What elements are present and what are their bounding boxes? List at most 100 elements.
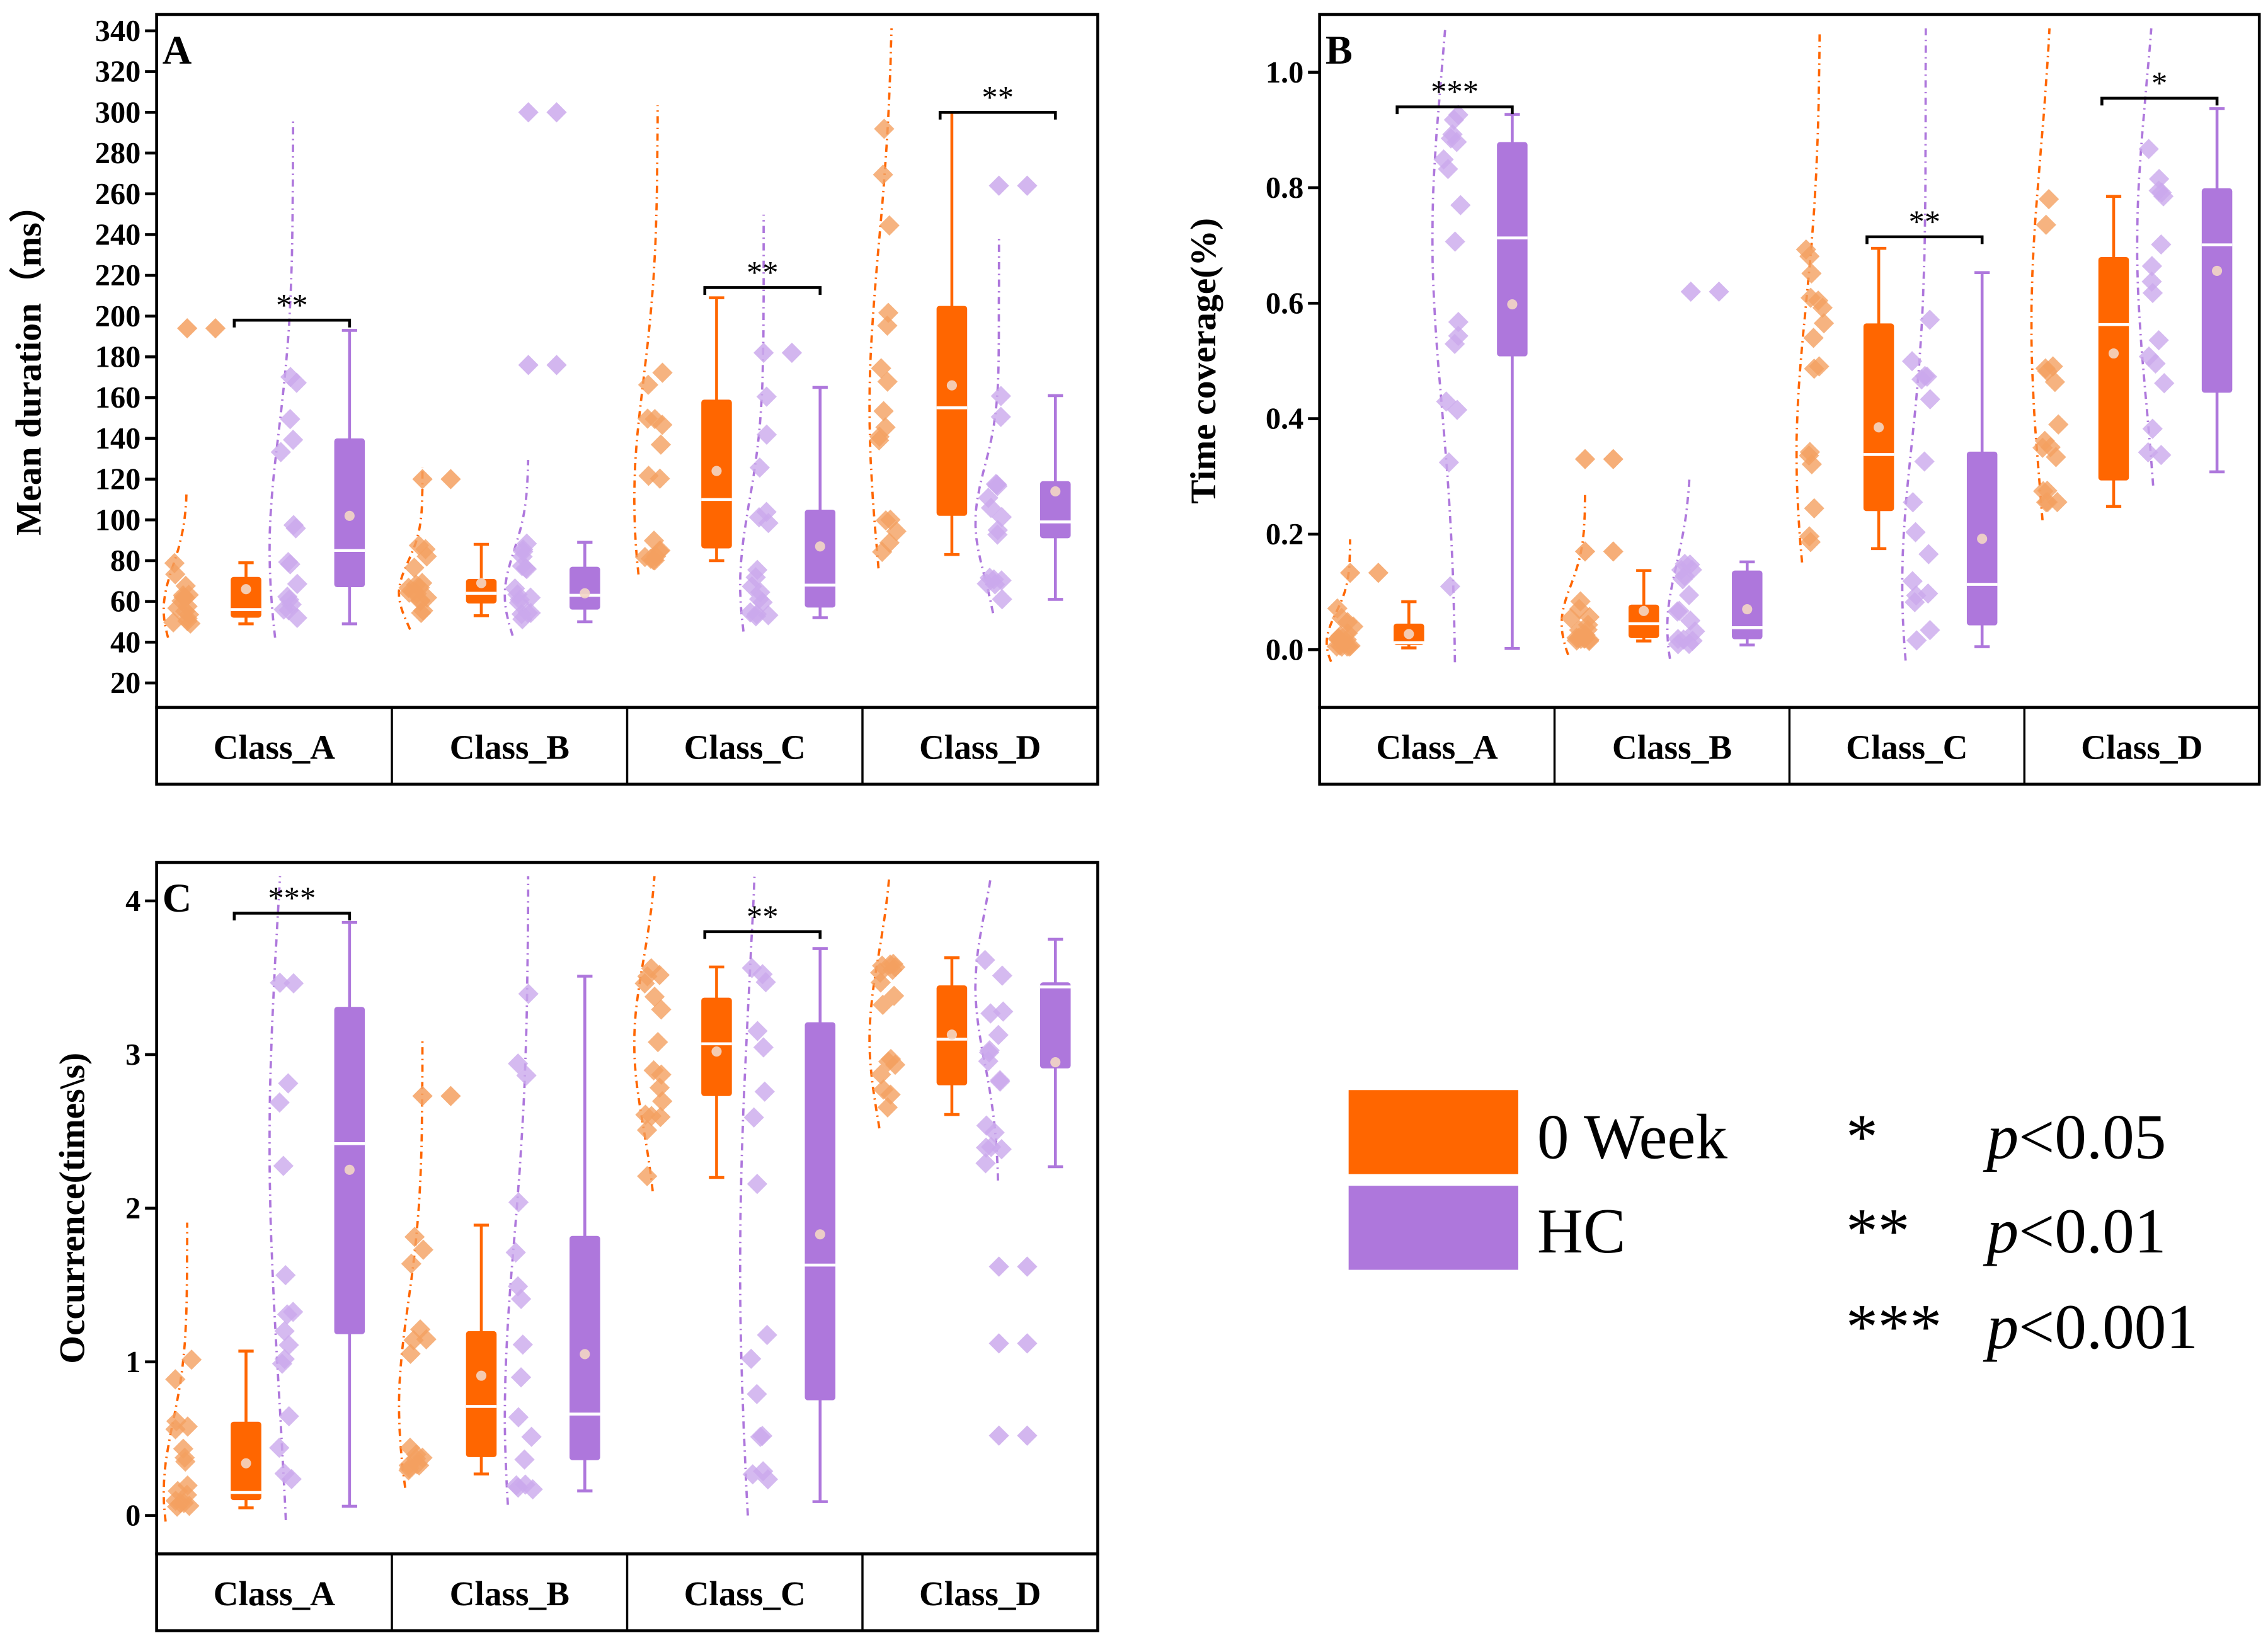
density-curve: [2030, 28, 2051, 520]
legend-sig-p-3: p<0.001: [1983, 1292, 2198, 1362]
data-point: [990, 406, 1011, 427]
panel-B: Class_A Class_B Class_C Class_D 0.0 0.2 0.4 0.6…: [1184, 13, 2261, 786]
mean-marker: [711, 1046, 722, 1057]
data-point: [634, 973, 655, 994]
significance-bracket: [703, 930, 822, 939]
data-point: [520, 602, 541, 624]
mean-marker: [1639, 605, 1649, 616]
mean-marker: [1050, 1057, 1061, 1068]
outlier-point: [781, 342, 803, 364]
significance-bracket: [232, 318, 352, 328]
mean-marker: [241, 1458, 251, 1469]
data-point: [521, 1426, 542, 1447]
outlier-point: [546, 102, 567, 123]
data-point: [177, 596, 198, 617]
legend-label-hc: HC: [1537, 1196, 1626, 1266]
data-point: [515, 558, 536, 579]
data-point: [278, 1334, 299, 1356]
y-tick-label: 220: [95, 259, 140, 292]
data-point: [508, 592, 530, 613]
y-tick-label: 0.6: [1266, 287, 1303, 320]
density-curve: [974, 876, 999, 1181]
significance-label: **: [747, 899, 779, 934]
data-point: [1914, 451, 1935, 472]
data-point: [1444, 333, 1465, 355]
y-tick-label: 0: [125, 1499, 140, 1533]
data-point: [988, 1024, 1009, 1045]
data-point: [873, 401, 894, 421]
y-tick-label: 3: [125, 1038, 140, 1072]
data-point: [978, 1042, 1000, 1063]
data-point: [2048, 414, 2069, 435]
mean-marker: [344, 1164, 355, 1175]
data-point: [176, 1484, 197, 1505]
data-point: [637, 1166, 658, 1187]
mean-marker: [1507, 299, 1518, 310]
panel-C: Class_A Class_B Class_C Class_D 0 1 2 3 4 Occurre…: [52, 861, 1099, 1632]
data-point: [1803, 328, 1824, 348]
data-point: [165, 1491, 186, 1511]
y-tick-label: 260: [95, 178, 140, 211]
mean-marker: [711, 466, 722, 476]
y-tick-label: 0.2: [1266, 518, 1303, 551]
data-point: [987, 520, 1008, 541]
data-point: [747, 1021, 768, 1041]
data-point: [1902, 571, 1923, 592]
data-point: [636, 1120, 658, 1140]
data-point: [283, 515, 304, 536]
data-point: [756, 386, 777, 407]
legend-sig-p-2: p<0.01: [1983, 1196, 2166, 1266]
data-point: [975, 949, 995, 970]
y-tick-label: 320: [95, 55, 140, 89]
data-point: [757, 1324, 777, 1346]
data-point: [514, 1449, 535, 1470]
data-point: [1438, 452, 1459, 473]
density-curve: [868, 876, 891, 1129]
data-point: [1445, 231, 1465, 252]
data-point: [516, 1065, 537, 1086]
data-point: [1800, 532, 1821, 553]
mean-marker: [1404, 629, 1414, 639]
data-point: [505, 1242, 526, 1263]
data-point: [638, 374, 659, 395]
legend-sig-p-italic-3: p: [1983, 1292, 2019, 1362]
data-point: [1799, 442, 1820, 462]
mean-marker: [946, 1029, 957, 1040]
data-point: [508, 1407, 529, 1428]
data-point: [755, 971, 776, 993]
category-label: Class_A: [214, 728, 335, 767]
outlier-point: [1017, 175, 1038, 196]
legend-swatch-hc: [1348, 1186, 1518, 1270]
data-point: [878, 302, 899, 323]
mean-marker: [580, 588, 590, 598]
data-point: [2149, 168, 2170, 190]
legend-sig-stars-3: ***: [1846, 1292, 1942, 1362]
y-tick-label: 120: [95, 463, 140, 496]
significance-label: *: [2151, 66, 2167, 101]
data-point: [1680, 554, 1700, 575]
y-tick-label: 0.0: [1266, 633, 1303, 667]
y-tick-label: 280: [95, 137, 140, 170]
legend-sig-p-1: p<0.05: [1983, 1101, 2166, 1172]
density-curve: [633, 876, 656, 1192]
outlier-point: [988, 1333, 1009, 1354]
density-curve: [738, 214, 765, 632]
data-point: [990, 1070, 1011, 1091]
y-tick-label: 60: [110, 585, 140, 619]
data-point: [1918, 544, 1939, 564]
density-curve: [398, 1041, 424, 1488]
data-point: [871, 1064, 891, 1085]
data-point: [270, 442, 291, 462]
significance-bracket: [2100, 96, 2219, 106]
data-point: [2032, 437, 2053, 458]
data-point: [2036, 214, 2056, 235]
density-curve: [1326, 539, 1351, 663]
box: [570, 566, 600, 610]
data-point: [401, 1253, 421, 1274]
data-point: [270, 972, 290, 994]
y-tick-label: 140: [95, 422, 140, 455]
data-point: [740, 602, 761, 623]
data-point: [980, 1003, 1001, 1024]
legend-sig-p-italic-2: p: [1983, 1196, 2019, 1266]
data-point: [646, 546, 667, 567]
